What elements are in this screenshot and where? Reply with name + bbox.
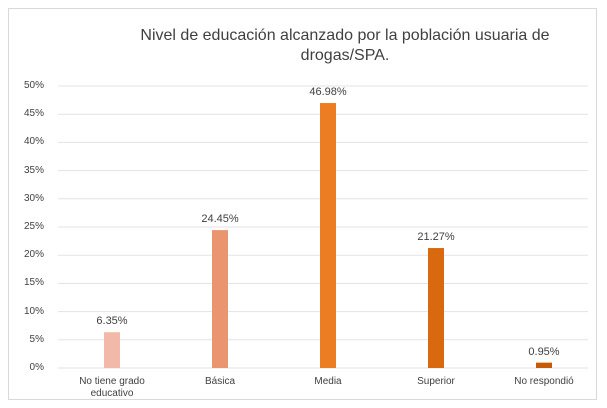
data-label: 6.35%	[96, 315, 128, 328]
data-label: 0.95%	[528, 345, 560, 358]
y-tick-label: 5%	[29, 333, 44, 345]
y-tick-label: 0%	[29, 362, 44, 373]
x-tick-label: No tiene grado educativo	[79, 376, 145, 399]
data-label: 46.98%	[309, 86, 347, 99]
y-tick-label: 10%	[23, 305, 44, 317]
bar	[212, 230, 228, 368]
data-label: 24.45%	[201, 213, 239, 226]
y-tick-label: 30%	[23, 192, 44, 204]
y-tick-label: 25%	[23, 221, 44, 232]
y-tick-label: 40%	[23, 136, 44, 148]
y-tick-label: 20%	[23, 249, 44, 261]
y-tick-label: 15%	[23, 277, 44, 289]
x-tick-label: Media	[314, 376, 342, 387]
y-tick-label: 45%	[23, 108, 44, 120]
data-label: 21.27%	[417, 231, 455, 244]
y-tick-label: 50%	[23, 80, 44, 91]
x-tick-label: Superior	[417, 376, 455, 387]
x-tick-label: Básica	[204, 376, 235, 387]
bar	[428, 248, 444, 368]
bar	[320, 103, 336, 368]
chart-title: Nivel de educación alcanzado por la pobl…	[140, 27, 550, 64]
bar	[536, 362, 552, 368]
chart-frame	[8, 8, 597, 400]
bar	[104, 332, 120, 368]
x-tick-label: No respondió	[514, 376, 574, 387]
y-tick-label: 35%	[23, 164, 44, 176]
